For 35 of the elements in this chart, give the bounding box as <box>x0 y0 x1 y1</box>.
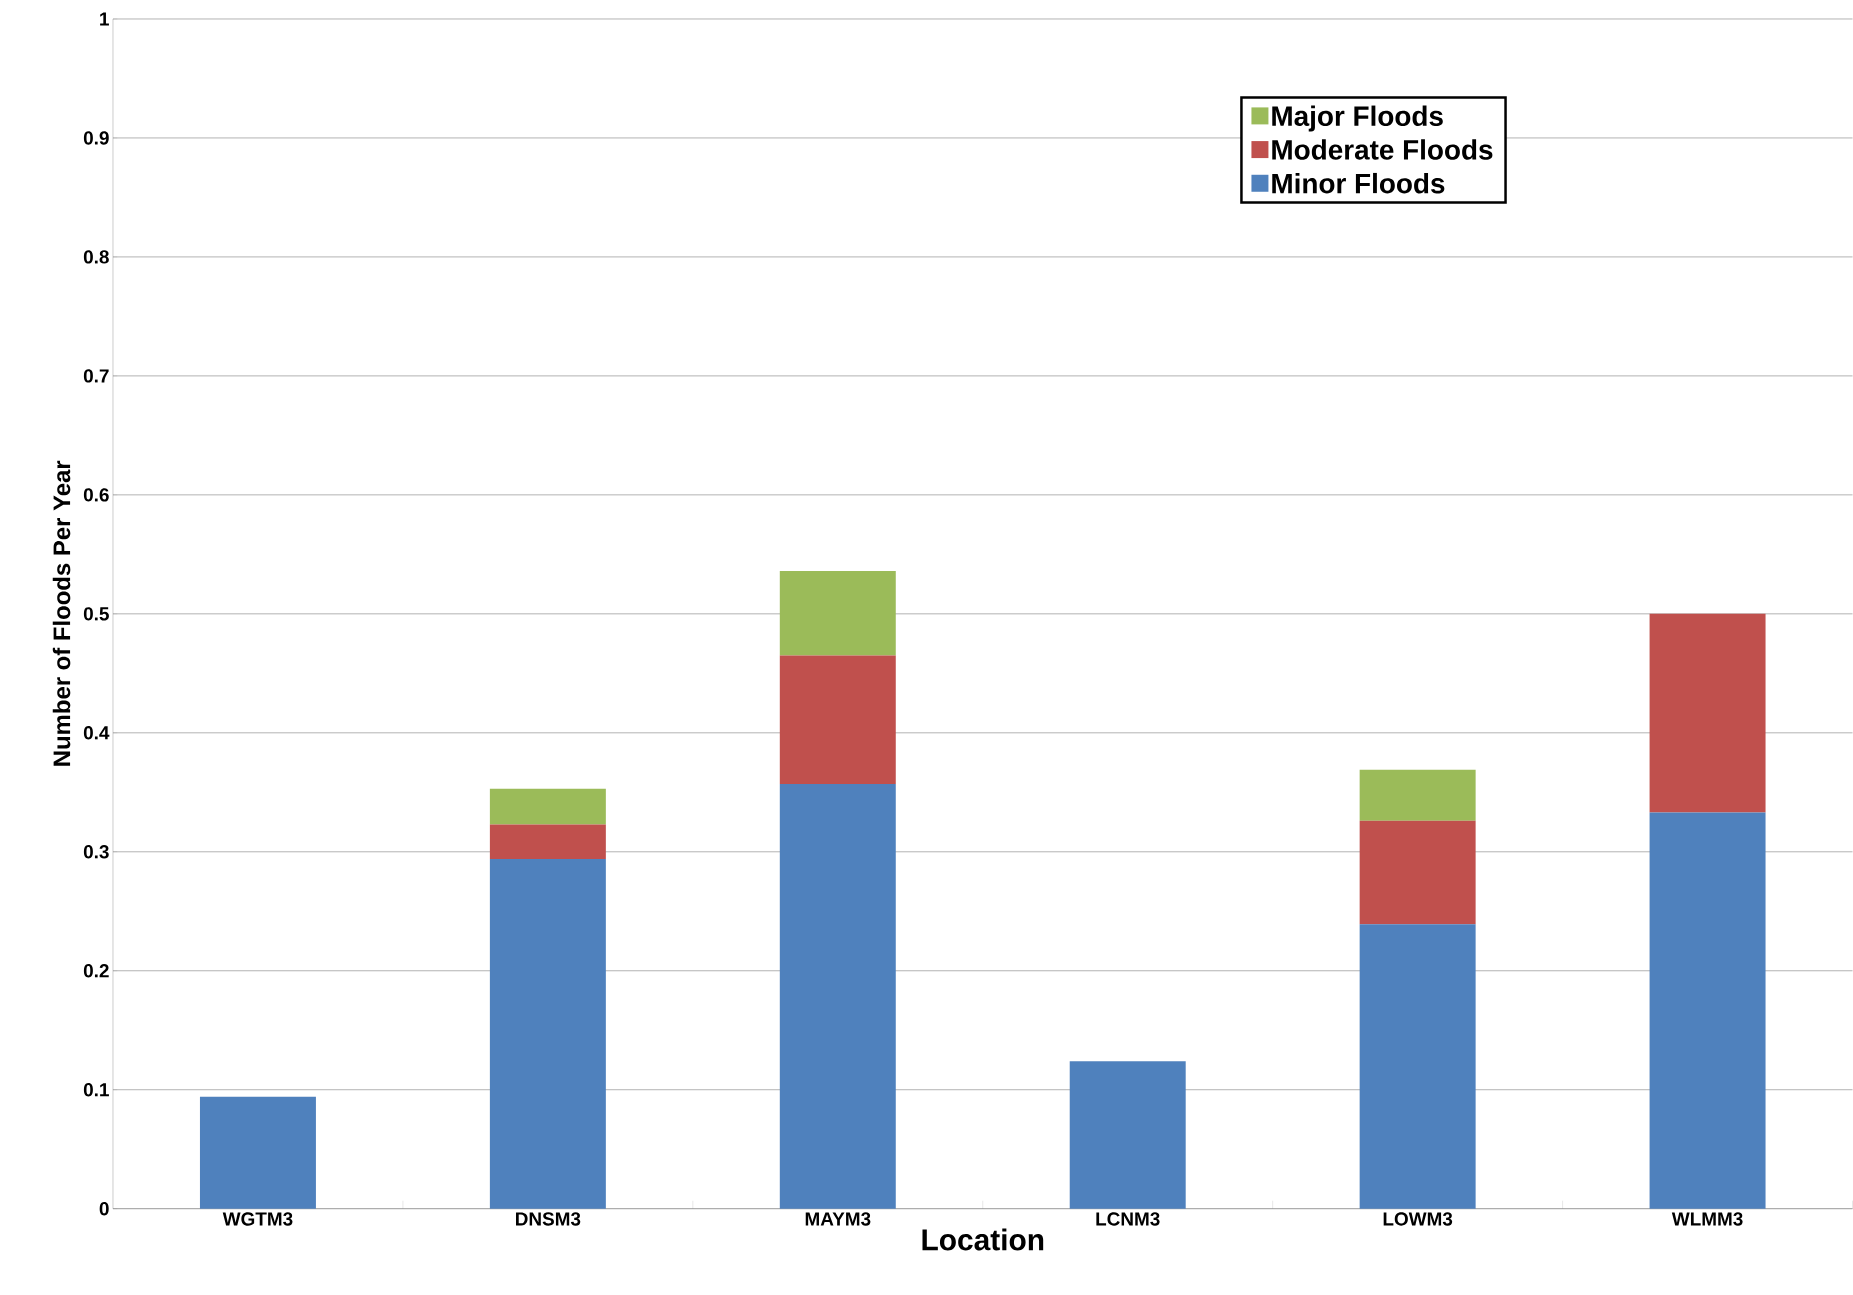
x-tick-label: MAYM3 <box>805 1212 871 1226</box>
y-axis-title: Number of Floods Per Year <box>52 460 71 766</box>
bar <box>1359 924 1476 1209</box>
bar <box>489 788 606 825</box>
x-tick-label: LOWM3 <box>1383 1212 1453 1226</box>
bar <box>779 784 896 1209</box>
y-tick-label: 0.5 <box>83 607 109 621</box>
bar <box>1359 769 1476 822</box>
bar <box>779 655 896 785</box>
bar <box>1649 614 1766 813</box>
bar <box>489 859 606 1209</box>
x-tick-label: WLMM3 <box>1671 1212 1743 1226</box>
legend-label: Major Floods <box>1272 105 1443 132</box>
bar <box>779 571 896 656</box>
legend-label: Minor Floods <box>1272 173 1445 194</box>
y-tick-label: 0.6 <box>83 488 109 502</box>
x-tick-label: LCNM3 <box>1096 1212 1160 1226</box>
x-tick-label: DNSM3 <box>516 1212 581 1226</box>
legend-label: Moderate Floods <box>1272 139 1493 160</box>
y-tick-label: 0.4 <box>83 726 110 740</box>
bar <box>1649 812 1766 1209</box>
y-tick-label: 0.1 <box>83 1083 109 1097</box>
y-tick-label: 0.9 <box>83 131 109 145</box>
y-tick-label: 0.2 <box>83 964 109 978</box>
x-tick-label: WGTM3 <box>222 1212 293 1226</box>
y-tick-label: 1 <box>100 12 109 26</box>
bar <box>1359 821 1476 925</box>
y-tick-label: 0.8 <box>83 250 109 264</box>
y-tick-label: 0.7 <box>83 369 109 383</box>
bar <box>199 1097 316 1209</box>
y-tick-label: 0.3 <box>83 845 109 859</box>
bar <box>1069 1061 1186 1209</box>
bar <box>489 824 606 860</box>
y-tick-label: 0 <box>99 1202 109 1216</box>
x-axis-title: Location <box>922 1228 1044 1251</box>
